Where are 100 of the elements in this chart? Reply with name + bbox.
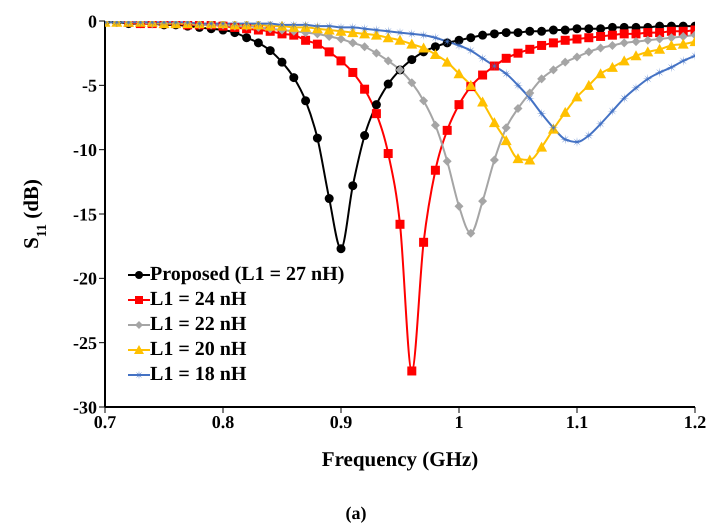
point <box>430 32 440 43</box>
point <box>254 38 263 48</box>
point <box>524 93 535 104</box>
point <box>654 44 666 54</box>
point <box>608 30 617 40</box>
point <box>572 24 582 34</box>
point <box>678 38 689 49</box>
point <box>360 84 370 94</box>
point <box>642 74 653 84</box>
point <box>301 36 310 45</box>
point <box>584 130 594 141</box>
point <box>525 88 534 98</box>
point <box>266 46 275 56</box>
point <box>501 68 512 79</box>
point <box>666 62 676 72</box>
point <box>678 32 688 41</box>
point <box>382 32 394 42</box>
point <box>655 28 664 38</box>
point <box>395 28 405 38</box>
point <box>430 120 440 130</box>
point <box>372 48 381 58</box>
point <box>524 154 536 164</box>
point <box>655 34 664 44</box>
point <box>419 238 428 247</box>
point <box>465 80 476 90</box>
point <box>301 96 310 106</box>
point <box>430 48 441 59</box>
x-tick-label: 1.1 <box>566 412 588 432</box>
point <box>360 131 370 140</box>
point <box>666 40 677 50</box>
point <box>383 26 394 36</box>
point <box>348 22 358 32</box>
point <box>643 28 652 38</box>
point <box>536 142 548 152</box>
y-tick-label: -20 <box>73 268 97 289</box>
point <box>632 37 640 46</box>
point <box>312 40 322 49</box>
point <box>512 153 524 164</box>
x-axis-title: Frequency (GHz) <box>322 447 478 471</box>
y-tick-label: -5 <box>82 76 97 96</box>
point <box>502 28 511 38</box>
point <box>372 109 381 118</box>
point <box>406 38 418 49</box>
point <box>278 58 286 67</box>
point <box>513 80 523 90</box>
point <box>560 134 570 144</box>
point <box>560 58 570 67</box>
point <box>490 29 499 38</box>
point <box>324 194 334 204</box>
point <box>490 155 499 164</box>
point <box>536 108 547 119</box>
point <box>336 34 346 44</box>
point <box>324 47 334 56</box>
point <box>632 29 640 38</box>
x-tick-label: 1.2 <box>684 412 706 432</box>
point <box>525 26 534 36</box>
point <box>347 27 358 38</box>
point <box>478 70 488 80</box>
point <box>514 48 522 58</box>
legend-label: L1 = 20 nH <box>150 337 246 362</box>
point <box>572 52 582 62</box>
point <box>607 106 618 116</box>
y-tick-label: -30 <box>73 397 97 418</box>
point <box>384 56 393 66</box>
point <box>560 26 570 35</box>
point <box>572 34 582 44</box>
point <box>502 123 511 132</box>
point <box>583 80 594 90</box>
point <box>312 134 322 143</box>
point <box>525 44 534 54</box>
point <box>584 24 594 34</box>
point <box>384 149 393 158</box>
point <box>620 29 629 38</box>
y-tick-label: -25 <box>73 333 97 354</box>
point <box>608 40 617 50</box>
point <box>584 33 594 42</box>
point <box>678 56 688 66</box>
point <box>478 196 488 206</box>
point <box>596 32 606 41</box>
point <box>619 93 630 104</box>
x-tick-label: 1 <box>454 412 464 432</box>
legend-label: Proposed (L1 = 27 nH) <box>150 262 344 287</box>
point <box>360 42 370 52</box>
point <box>466 228 476 238</box>
point <box>630 50 642 60</box>
point <box>407 78 416 88</box>
point <box>666 26 676 36</box>
point <box>394 34 406 45</box>
point <box>595 68 606 78</box>
legend-label: L1 = 24 nH <box>150 287 246 312</box>
point <box>359 28 370 38</box>
point <box>548 65 558 74</box>
point <box>514 28 522 38</box>
point <box>548 26 558 35</box>
legend-label: L1 = 22 nH <box>150 312 246 337</box>
point <box>466 46 476 56</box>
point <box>406 28 417 39</box>
point <box>502 54 511 63</box>
point <box>537 40 546 50</box>
point <box>454 68 464 78</box>
